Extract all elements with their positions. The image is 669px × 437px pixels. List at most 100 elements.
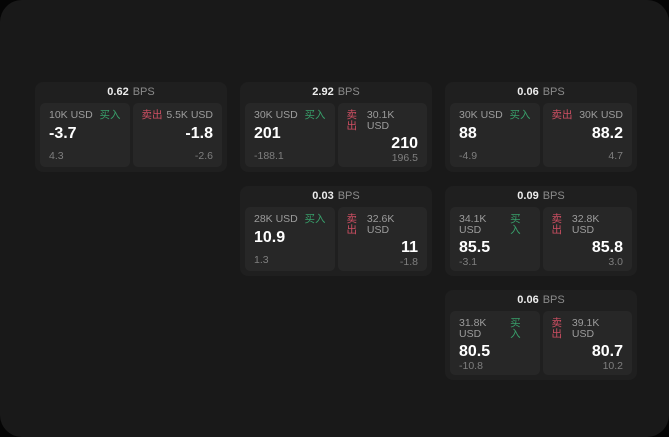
sell-panel-top: 卖出 39.1K USD <box>552 318 624 339</box>
quote-card: 0.03 BPS 28K USD 买入 10.9 1.3 卖出 32.6K US… <box>240 186 432 276</box>
sell-delta: 3.0 <box>608 255 623 268</box>
buy-amount: 28K USD <box>254 213 298 225</box>
bps-header: 0.03 BPS <box>245 186 427 207</box>
buy-side-label: 买入 <box>510 213 521 236</box>
bps-unit-label: BPS <box>542 190 565 202</box>
sell-panel[interactable]: 卖出 39.1K USD 80.7 10.2 <box>542 311 632 375</box>
sell-amount: 39.1K USD <box>571 317 600 340</box>
sell-side-label: 卖出 <box>551 317 563 340</box>
bps-unit-label: BPS <box>337 190 360 202</box>
sell-delta: -1.8 <box>399 255 418 268</box>
quote-panels: 31.8K USD 买入 80.5 -10.8 卖出 39.1K USD 80.… <box>450 311 632 375</box>
buy-panel[interactable]: 10K USD 买入 -3.7 4.3 <box>40 103 130 167</box>
buy-amount: 30K USD <box>459 109 503 121</box>
quote-panels: 10K USD 买入 -3.7 4.3 卖出 5.5K USD -1.8 -2.… <box>40 103 222 167</box>
sell-price: 88.2 <box>591 124 623 142</box>
sell-price: 11 <box>401 239 418 256</box>
sell-panel[interactable]: 卖出 30.1K USD 210 196.5 <box>337 103 427 167</box>
buy-panel[interactable]: 30K USD 买入 88 -4.9 <box>450 103 540 167</box>
buy-price: 10.9 <box>254 228 286 246</box>
quote-panels: 28K USD 买入 10.9 1.3 卖出 32.6K USD 11 -1.8 <box>245 207 427 271</box>
quote-card: 0.09 BPS 34.1K USD 买入 85.5 -3.1 卖出 32.8K… <box>445 186 637 276</box>
bps-unit-label: BPS <box>542 294 565 306</box>
bps-value: 2.92 <box>312 86 334 98</box>
buy-panel[interactable]: 30K USD 买入 201 -188.1 <box>245 103 335 167</box>
buy-delta: 4.3 <box>49 149 64 162</box>
bps-header: 2.92 BPS <box>245 82 427 103</box>
sell-side-label: 卖出 <box>551 109 573 121</box>
sell-panel[interactable]: 卖出 32.8K USD 85.8 3.0 <box>542 207 632 271</box>
buy-panel[interactable]: 34.1K USD 买入 85.5 -3.1 <box>450 207 540 271</box>
bps-value: 0.09 <box>517 190 539 202</box>
buy-panel-top: 30K USD 买入 <box>254 110 326 121</box>
buy-delta: 1.3 <box>254 253 269 266</box>
sell-amount: 5.5K USD <box>166 109 213 121</box>
sell-side-label: 卖出 <box>551 213 563 236</box>
buy-side-label: 买入 <box>304 109 326 121</box>
bps-unit-label: BPS <box>132 86 155 98</box>
sell-delta: 196.5 <box>391 151 418 164</box>
sell-panel[interactable]: 卖出 5.5K USD -1.8 -2.6 <box>132 103 222 167</box>
buy-delta: -4.9 <box>459 149 478 162</box>
bps-header: 0.06 BPS <box>450 82 632 103</box>
bps-value: 0.03 <box>312 190 334 202</box>
bps-value: 0.06 <box>517 86 539 98</box>
quote-panels: 30K USD 买入 201 -188.1 卖出 30.1K USD 210 1… <box>245 103 427 167</box>
sell-amount: 30.1K USD <box>366 109 395 132</box>
quote-panels: 34.1K USD 买入 85.5 -3.1 卖出 32.8K USD 85.8… <box>450 207 632 271</box>
buy-panel-top: 30K USD 买入 <box>459 110 531 121</box>
buy-price: -3.7 <box>49 124 77 142</box>
buy-side-label: 买入 <box>99 109 121 121</box>
buy-amount: 10K USD <box>49 109 93 121</box>
bps-header: 0.09 BPS <box>450 186 632 207</box>
bps-value: 0.62 <box>107 86 129 98</box>
sell-panel-top: 卖出 30K USD <box>552 110 624 121</box>
sell-panel[interactable]: 卖出 30K USD 88.2 4.7 <box>542 103 632 167</box>
buy-price: 88 <box>459 124 477 142</box>
buy-side-label: 买入 <box>510 317 521 340</box>
buy-panel-top: 10K USD 买入 <box>49 110 121 121</box>
buy-panel[interactable]: 31.8K USD 买入 80.5 -10.8 <box>450 311 540 375</box>
bps-header: 0.62 BPS <box>40 82 222 103</box>
sell-price: -1.8 <box>185 124 213 142</box>
cards-grid: 0.62 BPS 10K USD 买入 -3.7 4.3 卖出 5.5K USD… <box>35 82 637 380</box>
sell-price: 85.8 <box>591 239 623 256</box>
quote-card: 0.06 BPS 31.8K USD 买入 80.5 -10.8 卖出 39.1… <box>445 290 637 380</box>
sell-panel-top: 卖出 5.5K USD <box>142 110 214 121</box>
sell-side-label: 卖出 <box>346 109 358 132</box>
sell-amount: 32.8K USD <box>571 213 600 236</box>
buy-panel-top: 31.8K USD 买入 <box>459 318 531 339</box>
buy-panel-top: 34.1K USD 买入 <box>459 214 531 235</box>
buy-delta: -188.1 <box>254 149 284 162</box>
quote-card: 2.92 BPS 30K USD 买入 201 -188.1 卖出 30.1K … <box>240 82 432 172</box>
buy-price: 85.5 <box>459 239 491 256</box>
bps-header: 0.06 BPS <box>450 290 632 311</box>
buy-side-label: 买入 <box>304 213 326 225</box>
quote-card: 0.62 BPS 10K USD 买入 -3.7 4.3 卖出 5.5K USD… <box>35 82 227 172</box>
sell-price: 210 <box>391 135 418 152</box>
sell-delta: 4.7 <box>608 149 623 162</box>
bps-unit-label: BPS <box>542 86 565 98</box>
buy-amount: 30K USD <box>254 109 298 121</box>
quote-card: 0.06 BPS 30K USD 买入 88 -4.9 卖出 30K USD 8… <box>445 82 637 172</box>
sell-side-label: 卖出 <box>141 109 163 121</box>
sell-delta: -2.6 <box>194 149 213 162</box>
sell-delta: 10.2 <box>602 359 623 372</box>
sell-panel-top: 卖出 30.1K USD <box>347 110 419 131</box>
sell-amount: 32.6K USD <box>366 213 395 236</box>
bps-value: 0.06 <box>517 294 539 306</box>
sell-panel[interactable]: 卖出 32.6K USD 11 -1.8 <box>337 207 427 271</box>
sell-side-label: 卖出 <box>346 213 358 236</box>
buy-price: 80.5 <box>459 343 491 360</box>
buy-delta: -3.1 <box>459 255 478 268</box>
sell-panel-top: 卖出 32.8K USD <box>552 214 624 235</box>
sell-panel-top: 卖出 32.6K USD <box>347 214 419 235</box>
buy-panel[interactable]: 28K USD 买入 10.9 1.3 <box>245 207 335 271</box>
buy-price: 201 <box>254 124 281 142</box>
sell-price: 80.7 <box>591 343 623 360</box>
buy-side-label: 买入 <box>509 109 531 121</box>
sell-amount: 30K USD <box>579 109 623 121</box>
buy-amount: 31.8K USD <box>459 317 487 340</box>
buy-panel-top: 28K USD 买入 <box>254 214 326 225</box>
